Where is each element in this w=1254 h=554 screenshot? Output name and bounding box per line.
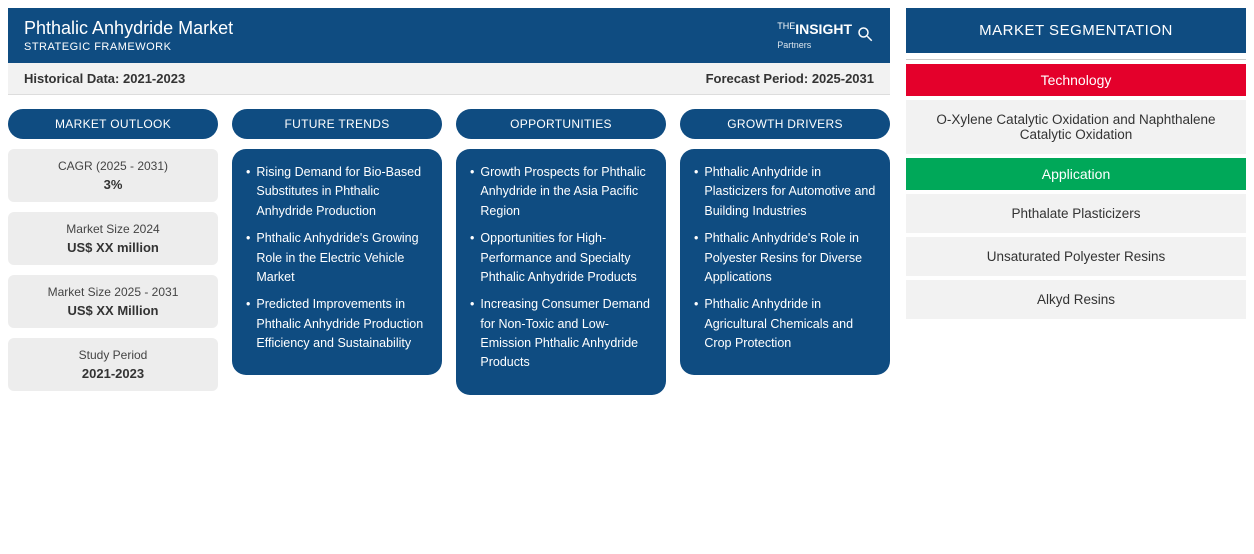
- heading-market-segmentation: MARKET SEGMENTATION: [906, 8, 1246, 53]
- forecast-period: Forecast Period: 2025-2031: [706, 71, 874, 86]
- list-item: Phthalic Anhydride in Plasticizers for A…: [694, 163, 876, 221]
- stat-label: CAGR (2025 - 2031): [16, 159, 210, 173]
- segment-item: Phthalate Plasticizers: [906, 194, 1246, 233]
- col-growth-drivers: GROWTH DRIVERS Phthalic Anhydride in Pla…: [680, 109, 890, 375]
- historical-value: 2021-2023: [123, 71, 185, 86]
- stat-label: Study Period: [16, 348, 210, 362]
- stat-size-2024: Market Size 2024 US$ XX million: [8, 212, 218, 265]
- periods-row: Historical Data: 2021-2023 Forecast Peri…: [8, 63, 890, 95]
- segment-item: Unsaturated Polyester Resins: [906, 237, 1246, 276]
- columns: MARKET OUTLOOK CAGR (2025 - 2031) 3% Mar…: [8, 109, 890, 395]
- historical-label: Historical Data:: [24, 71, 119, 86]
- historical-period: Historical Data: 2021-2023: [24, 71, 185, 86]
- col-future-trends: FUTURE TRENDS Rising Demand for Bio-Base…: [232, 109, 442, 375]
- page-subtitle: STRATEGIC FRAMEWORK: [24, 41, 233, 53]
- page-title: Phthalic Anhydride Market: [24, 18, 233, 39]
- card-opportunities: Growth Prospects for Phthalic Anhydride …: [456, 149, 666, 395]
- segment-item: O-Xylene Catalytic Oxidation and Naphtha…: [906, 100, 1246, 154]
- stat-value: US$ XX Million: [16, 303, 210, 318]
- list-item: Rising Demand for Bio-Based Substitutes …: [246, 163, 428, 221]
- stat-value: 2021-2023: [16, 366, 210, 381]
- logo-the: THE: [777, 21, 795, 31]
- segment-item: Alkyd Resins: [906, 280, 1246, 319]
- brand-logo: THEINSIGHT Partners: [777, 22, 874, 50]
- list-item: Increasing Consumer Demand for Non-Toxic…: [470, 295, 652, 373]
- segment-category-application: Application: [906, 158, 1246, 190]
- forecast-value: 2025-2031: [812, 71, 874, 86]
- list-item: Phthalic Anhydride's Role in Polyester R…: [694, 229, 876, 287]
- card-growth-drivers: Phthalic Anhydride in Plasticizers for A…: [680, 149, 890, 375]
- stat-value: 3%: [16, 177, 210, 192]
- brand-logo-text: THEINSIGHT Partners: [777, 22, 852, 50]
- card-future-trends: Rising Demand for Bio-Based Substitutes …: [232, 149, 442, 375]
- stat-size-2025-2031: Market Size 2025 - 2031 US$ XX Million: [8, 275, 218, 328]
- heading-future-trends: FUTURE TRENDS: [232, 109, 442, 139]
- segment-category-technology: Technology: [906, 64, 1246, 96]
- heading-market-outlook: MARKET OUTLOOK: [8, 109, 218, 139]
- header-bar: Phthalic Anhydride Market STRATEGIC FRAM…: [8, 8, 890, 63]
- heading-opportunities: OPPORTUNITIES: [456, 109, 666, 139]
- list-item: Phthalic Anhydride's Growing Role in the…: [246, 229, 428, 287]
- list-item: Phthalic Anhydride in Agricultural Chemi…: [694, 295, 876, 353]
- infographic-root: Phthalic Anhydride Market STRATEGIC FRAM…: [8, 8, 1246, 395]
- logo-insight: INSIGHT: [795, 21, 852, 37]
- stat-cagr: CAGR (2025 - 2031) 3%: [8, 149, 218, 202]
- heading-growth-drivers: GROWTH DRIVERS: [680, 109, 890, 139]
- list-item: Predicted Improvements in Phthalic Anhyd…: [246, 295, 428, 353]
- logo-partners: Partners: [777, 40, 811, 50]
- list-item: Growth Prospects for Phthalic Anhydride …: [470, 163, 652, 221]
- col-opportunities: OPPORTUNITIES Growth Prospects for Phtha…: [456, 109, 666, 395]
- forecast-label: Forecast Period:: [706, 71, 809, 86]
- stat-value: US$ XX million: [16, 240, 210, 255]
- stat-label: Market Size 2025 - 2031: [16, 285, 210, 299]
- list-item: Opportunities for High-Performance and S…: [470, 229, 652, 287]
- magnifier-icon: [856, 25, 874, 46]
- right-panel: MARKET SEGMENTATION Technology O-Xylene …: [906, 8, 1246, 395]
- stat-label: Market Size 2024: [16, 222, 210, 236]
- col-market-outlook: MARKET OUTLOOK CAGR (2025 - 2031) 3% Mar…: [8, 109, 218, 391]
- header-title-block: Phthalic Anhydride Market STRATEGIC FRAM…: [24, 18, 233, 53]
- stat-study-period: Study Period 2021-2023: [8, 338, 218, 391]
- left-panel: Phthalic Anhydride Market STRATEGIC FRAM…: [8, 8, 890, 395]
- divider: [906, 59, 1246, 60]
